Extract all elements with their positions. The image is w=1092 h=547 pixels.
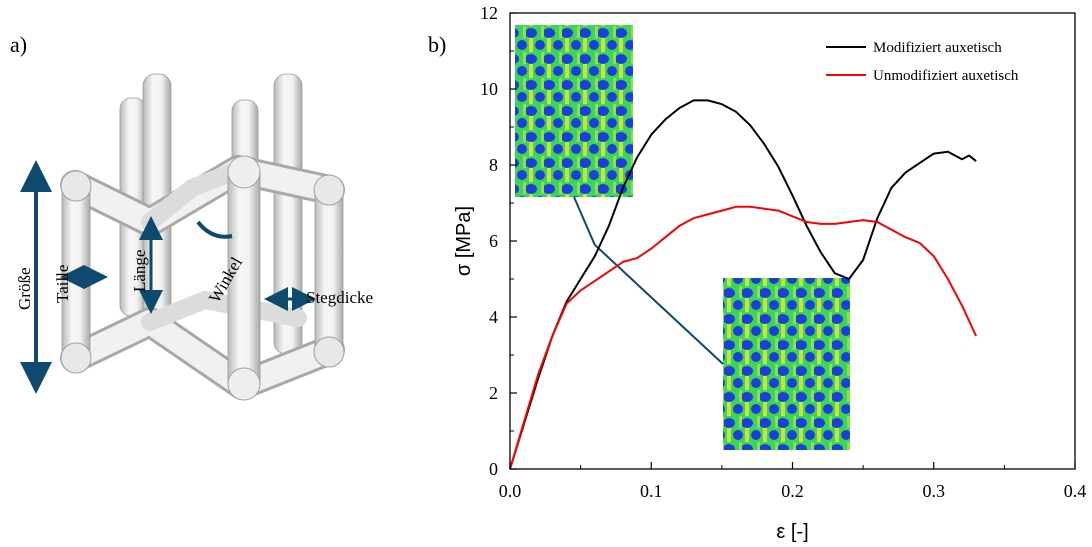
joint (60, 170, 92, 202)
joint (60, 342, 92, 374)
strut (141, 161, 247, 231)
y-tick-label: 6 (489, 231, 498, 251)
strut (63, 310, 342, 397)
series-line-2 (509, 205, 978, 470)
legend-label: Modifiziert auxetisch (873, 40, 1002, 56)
joint (227, 155, 261, 189)
x-tick-label: 0.4 (1064, 481, 1087, 501)
panel-b-label: b) (428, 32, 447, 57)
y-tick-label: 0 (489, 459, 498, 479)
y-tick-label: 8 (489, 155, 498, 175)
x-tick-label: 0.1 (640, 481, 663, 501)
strut (141, 290, 307, 331)
legend-label: Unmodifiziert auxetisch (873, 68, 1019, 84)
angle-arc (196, 220, 233, 239)
inset-connector-bottom (594, 244, 724, 365)
x-axis-title: ε [-] (776, 521, 808, 543)
size-label: Größe (15, 268, 34, 310)
y-tick-label: 10 (480, 79, 498, 99)
y-tick-label: 2 (489, 383, 498, 403)
x-tick-label: 0.0 (499, 481, 522, 501)
joint (313, 174, 345, 206)
joint (313, 336, 345, 368)
length-label: Länge (130, 250, 149, 292)
y-tick-label: 4 (489, 307, 498, 327)
strut-thickness-label: Stegdicke (306, 288, 373, 307)
fem-inset-top (515, 25, 633, 197)
panel-a-label: a) (10, 32, 28, 57)
y-axis-title: σ [MPa] (453, 206, 475, 276)
x-tick-label: 0.3 (923, 481, 946, 501)
lattice-unit-cell-illustration: Größe Taille Länge Winkel Stegdicke (15, 73, 373, 401)
x-tick-label: 0.2 (781, 481, 804, 501)
series-line-1 (509, 99, 977, 470)
y-tick-label: 12 (480, 3, 498, 23)
inset-connector-top (573, 196, 596, 246)
joint (227, 367, 261, 401)
waist-label: Taille (53, 265, 72, 303)
fem-inset-bottom (723, 278, 850, 450)
